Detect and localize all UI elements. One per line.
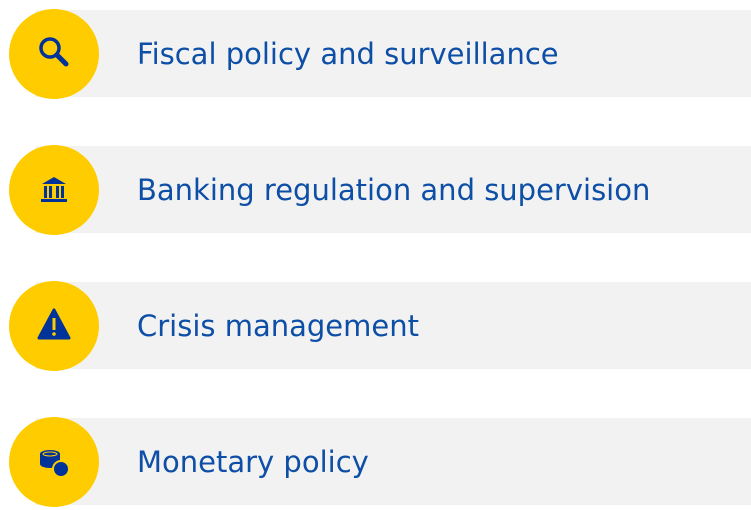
topic-row[interactable]: Fiscal policy and surveillance	[0, 8, 751, 100]
row-background	[35, 418, 751, 505]
icon-search	[9, 9, 99, 99]
topic-row[interactable]: Crisis management	[0, 280, 751, 372]
row-background	[35, 146, 751, 233]
topic-label: Crisis management	[137, 309, 419, 343]
topic-row[interactable]: Banking regulation and supervision	[0, 144, 751, 236]
icon-coins	[9, 417, 99, 507]
icon-warning	[9, 281, 99, 371]
topic-label: Fiscal policy and surveillance	[137, 37, 559, 71]
topic-label: Banking regulation and supervision	[137, 173, 651, 207]
row-background	[35, 10, 751, 97]
topic-label: Monetary policy	[137, 445, 369, 479]
row-background	[35, 282, 751, 369]
icon-bank	[9, 145, 99, 235]
topic-row[interactable]: Monetary policy	[0, 416, 751, 508]
